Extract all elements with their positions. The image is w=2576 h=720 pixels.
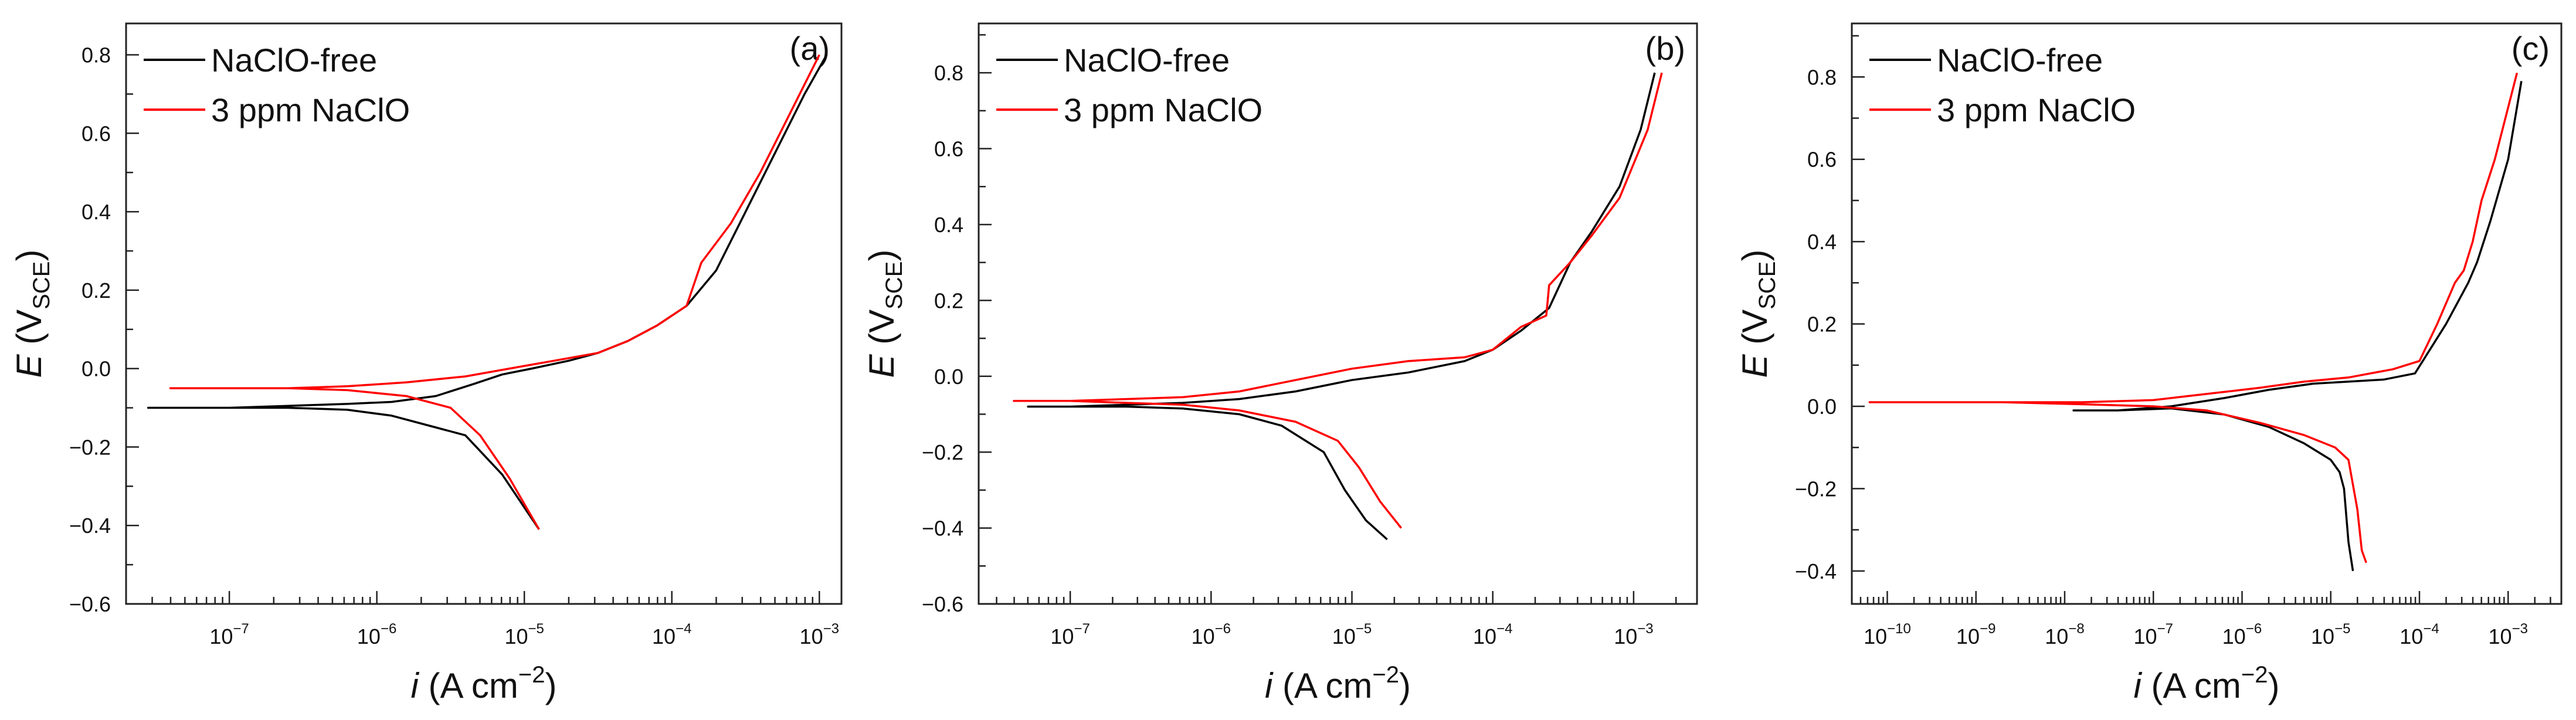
x-axis-label: i (A cm−2): [411, 662, 557, 705]
x-axis-label: i (A cm−2): [2134, 662, 2280, 705]
y-tick-label: 0.0: [934, 365, 963, 389]
x-tick-label: 10−7: [2134, 621, 2173, 648]
legend-entry: 3 ppm NaClO: [1064, 91, 1262, 128]
x-tick-label: 10−8: [2045, 621, 2084, 648]
chart-panel-c: 10−10 10−9 10−8 10−7 10−6 10−5 10−4 10−3 −0.4 −0.…: [1717, 0, 2576, 720]
x-axis-label: i (A cm−2): [1265, 662, 1411, 705]
x-tick-label: 10−5: [504, 621, 544, 648]
panel-label: (b): [1645, 30, 1685, 67]
x-tick-label: 10−4: [652, 621, 691, 648]
y-axis-label: E (VSCE): [862, 250, 907, 378]
y-tick-label: −0.4: [922, 517, 963, 541]
y-tick-label: −0.4: [69, 514, 111, 538]
x-tick-label: 10−6: [2222, 621, 2262, 648]
x-tick-label: 10−6: [357, 621, 396, 648]
y-tick-label: 0.8: [934, 61, 963, 85]
y-tick-label: 0.4: [1807, 230, 1837, 254]
y-tick-label: 0.2: [82, 279, 111, 303]
polarization-chart-a: 10−7 10−6 10−5 10−4 10−3 −0.6 −0.4 −0.2 0.0 0.2 0.…: [9, 22, 843, 705]
legend-entry: 3 ppm NaClO: [1937, 91, 2136, 128]
legend-entry: NaClO-free: [1064, 42, 1230, 79]
series-line-3ppm-naclo: [1013, 72, 1663, 529]
y-tick-label: 0.0: [82, 357, 111, 381]
x-tick-label: 10−5: [1332, 621, 1372, 648]
x-tick-label: 10−4: [1473, 621, 1512, 648]
y-tick-label: 0.6: [934, 137, 963, 161]
y-tick-label: −0.2: [1795, 477, 1837, 501]
y-tick-label: −0.6: [922, 592, 963, 616]
y-tick-label: 0.8: [1807, 65, 1837, 89]
y-tick-label: −0.2: [922, 440, 963, 464]
x-tick-label: 10−7: [1050, 621, 1090, 648]
panel-label: (c): [2511, 30, 2550, 67]
y-axis-label: E (VSCE): [9, 250, 55, 378]
y-tick-label: 0.0: [1807, 395, 1837, 419]
plot-frame: [125, 22, 843, 605]
y-tick-label: −0.4: [1795, 559, 1837, 583]
series-line-naclo-free: [147, 54, 828, 530]
chart-panel-b: 10−7 10−6 10−5 10−4 10−3 −0.6 −0.4 −0.2 0.0 0.2 0.…: [858, 0, 1717, 720]
y-tick-label: 0.6: [1807, 148, 1837, 172]
legend-entry: NaClO-free: [1937, 42, 2103, 79]
y-tick-label: 0.6: [82, 121, 111, 145]
x-tick-label: 10−5: [2311, 621, 2350, 648]
polarization-chart-b: 10−7 10−6 10−5 10−4 10−3 −0.6 −0.4 −0.2 0.0 0.2 0.…: [862, 22, 1698, 705]
y-tick-label: 0.8: [82, 43, 111, 67]
series-line-naclo-free: [1027, 72, 1656, 541]
legend-entry: 3 ppm NaClO: [211, 91, 410, 128]
y-tick-label: 0.4: [82, 200, 111, 224]
x-tick-label: 10−6: [1192, 621, 1231, 648]
x-tick-label: 10−3: [800, 621, 839, 648]
x-tick-label: 10−3: [2489, 621, 2528, 648]
x-tick-label: 10−7: [209, 621, 249, 648]
y-tick-label: 0.4: [934, 213, 963, 237]
y-tick-label: −0.6: [69, 592, 111, 616]
y-tick-label: 0.2: [1807, 313, 1837, 337]
series-line-naclo-free: [2072, 81, 2523, 572]
series-line-3ppm-naclo: [169, 54, 820, 530]
x-tick-label: 10−3: [1614, 621, 1653, 648]
polarization-chart-c: 10−10 10−9 10−8 10−7 10−6 10−5 10−4 10−3 −0.4 −0.…: [1735, 22, 2563, 705]
y-axis-label: E (VSCE): [1735, 250, 1780, 378]
x-tick-label: 10−9: [1956, 621, 1995, 648]
chart-panel-a: 10−7 10−6 10−5 10−4 10−3 −0.6 −0.4 −0.2 0.0 0.2 0.…: [0, 0, 858, 720]
y-tick-label: −0.2: [69, 435, 111, 459]
series-line-3ppm-naclo: [1868, 72, 2519, 563]
y-tick-label: 0.2: [934, 288, 963, 313]
x-tick-label: 10−4: [2399, 621, 2439, 648]
x-tick-label: 10−10: [1864, 621, 1911, 648]
legend-entry: NaClO-free: [211, 42, 377, 79]
